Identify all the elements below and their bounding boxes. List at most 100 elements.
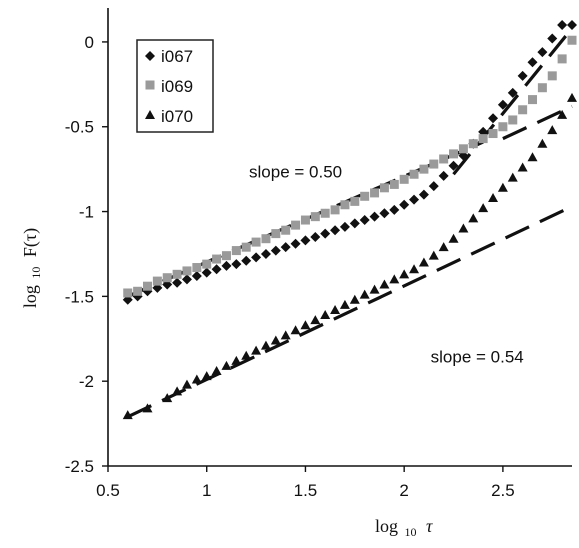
triangle-point xyxy=(537,138,548,148)
diamond-point xyxy=(379,208,390,219)
diamond-point xyxy=(310,232,321,242)
fit-line xyxy=(452,27,574,176)
diamond-point xyxy=(290,238,301,249)
square-point xyxy=(212,254,222,264)
square-point xyxy=(281,225,291,235)
square-point xyxy=(142,281,152,291)
square-point xyxy=(399,174,409,184)
square-point xyxy=(340,200,350,210)
square-point xyxy=(251,237,261,247)
diamond-point xyxy=(300,235,311,246)
square-point xyxy=(350,196,360,206)
diamond-point xyxy=(369,211,380,222)
diamond-point xyxy=(557,19,568,30)
fit-line xyxy=(502,104,573,141)
triangle-point xyxy=(300,320,311,330)
x-tick-label: 0.5 xyxy=(96,481,120,500)
slope-annotation: slope = 0.54 xyxy=(431,348,524,367)
diamond-point xyxy=(231,259,242,270)
y-tick-label: -0.5 xyxy=(65,118,94,137)
diamond-point xyxy=(409,194,420,205)
square-point xyxy=(182,266,192,276)
triangle-point xyxy=(547,125,558,135)
diamond-point xyxy=(280,242,291,253)
triangle-point xyxy=(399,269,410,279)
diamond-point xyxy=(488,113,499,124)
triangle-point xyxy=(181,379,192,389)
x-tick-label: 1 xyxy=(202,481,211,500)
legend-label: i070 xyxy=(161,107,193,126)
triangle-point xyxy=(527,152,538,162)
diamond-point xyxy=(349,218,360,229)
square-point xyxy=(389,179,399,189)
square-point xyxy=(231,246,241,256)
triangle-point xyxy=(310,315,321,325)
axes: 0.5 1 1.5 2 2.5 0 -0.5 -1 -1.5 -2 -2.5 xyxy=(65,8,572,500)
diamond-point xyxy=(497,99,508,110)
y-tick-label: -1 xyxy=(79,203,94,222)
triangle-point xyxy=(290,325,301,335)
x-axis-title: log 10 τ xyxy=(375,516,433,540)
square-point xyxy=(567,35,577,45)
x-tick-label: 2.5 xyxy=(491,481,515,500)
diamond-point xyxy=(251,252,262,263)
square-point xyxy=(221,251,231,261)
triangle-point xyxy=(162,393,173,403)
square-point xyxy=(241,242,251,252)
legend-item-i069: i069 xyxy=(145,77,193,96)
square-point xyxy=(123,288,133,298)
triangle-point xyxy=(468,213,479,223)
triangle-point xyxy=(221,360,232,370)
diamond-point xyxy=(389,204,400,215)
triangle-point xyxy=(320,310,331,320)
square-point xyxy=(291,220,301,230)
triangle-point xyxy=(270,335,281,345)
diamond-point xyxy=(181,274,192,285)
square-point xyxy=(379,183,389,193)
triangle-point xyxy=(122,410,133,420)
square-point xyxy=(192,263,202,273)
triangle-point xyxy=(339,299,350,309)
square-point xyxy=(537,83,547,93)
diamond-point xyxy=(191,271,202,282)
triangle-point xyxy=(557,109,568,119)
square-point xyxy=(162,273,172,283)
diamond-point xyxy=(517,70,528,81)
triangle-point xyxy=(409,264,420,274)
triangle-point xyxy=(478,203,489,213)
triangle-point xyxy=(260,340,271,350)
square-point xyxy=(152,276,162,286)
triangle-point xyxy=(428,250,439,260)
triangle-point xyxy=(191,374,202,384)
fit-line xyxy=(127,205,573,419)
square-point xyxy=(468,139,478,149)
triangle-point xyxy=(438,242,449,252)
diamond-point xyxy=(320,228,331,239)
square-point xyxy=(488,129,498,139)
triangle-point xyxy=(448,233,459,243)
diamond-point xyxy=(211,264,222,275)
triangle-point xyxy=(359,289,370,299)
diamond-point xyxy=(221,260,232,271)
diamond-point xyxy=(567,19,577,30)
triangle-point xyxy=(567,92,577,102)
diamond-point xyxy=(428,181,439,192)
diamond-point xyxy=(330,225,341,236)
square-point xyxy=(429,159,439,169)
square-point xyxy=(310,212,320,222)
legend-item-i070: i070 xyxy=(145,107,193,126)
square-point xyxy=(172,269,182,279)
square-point xyxy=(271,229,281,239)
square-point xyxy=(202,259,212,269)
legend-label: i067 xyxy=(161,47,193,66)
triangle-point xyxy=(379,279,390,289)
diamond-point xyxy=(260,248,271,259)
legend-diamond-icon xyxy=(145,51,155,61)
x-tick-label: 1.5 xyxy=(294,481,318,500)
triangle-point xyxy=(211,366,222,376)
slope-annotation: slope = 0.50 xyxy=(249,163,342,182)
diamond-point xyxy=(172,277,183,288)
triangle-point xyxy=(507,172,518,182)
y-tick-label: -2.5 xyxy=(65,457,94,476)
diamond-point xyxy=(537,47,548,58)
